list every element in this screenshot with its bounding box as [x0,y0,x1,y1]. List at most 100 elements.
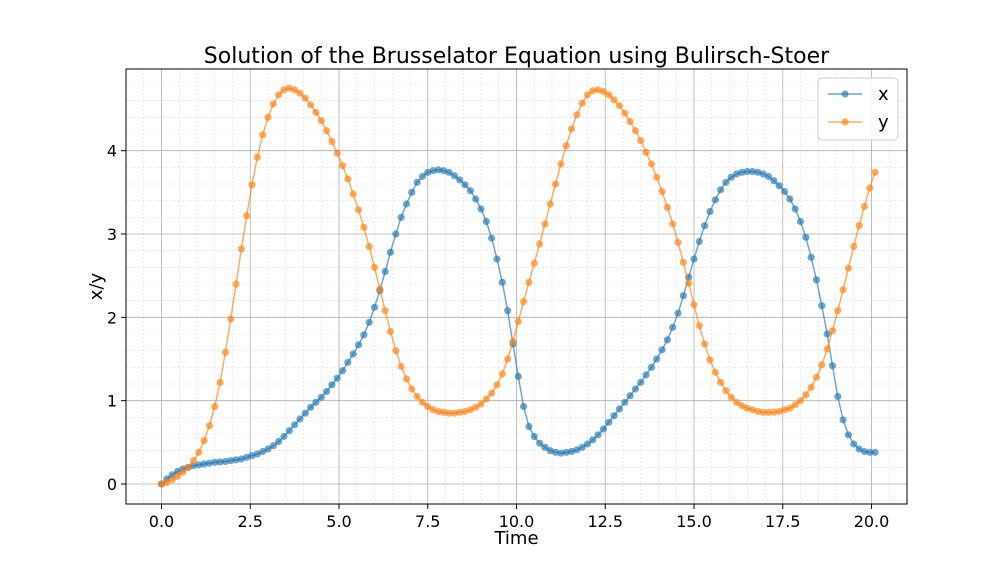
data-point-x [621,398,629,406]
data-point-x [381,267,389,276]
data-point-x [653,355,661,363]
data-point-y [434,407,442,416]
data-point-y [658,187,666,196]
data-point-x [450,172,458,180]
data-point-x [285,427,293,435]
data-point-y [573,111,581,119]
data-point-y [456,408,464,416]
data-point-x [818,302,826,310]
data-point-x [812,276,821,284]
data-point-y [482,395,490,403]
data-point-y [269,100,277,108]
data-point-y [807,383,815,391]
data-point-x [514,372,522,381]
data-point-x [802,233,810,241]
axis-ticks: 0.0 2.5 5.0 7.5 10.0 12.5 15.0 17.5 20.0 0 1 2 3 4 [107,142,890,531]
data-point-y [818,361,826,369]
y-tick-label: 3 [107,225,117,244]
data-point-x [402,200,411,208]
data-point-x [727,173,735,181]
data-point-x [472,195,480,203]
data-point-y [472,403,480,411]
x-tick-label: 2.5 [238,512,263,531]
data-point-y [759,408,767,416]
data-point-y [695,322,703,330]
data-point-y [184,463,192,471]
data-point-y [189,457,198,465]
x-tick-label: 17.5 [765,512,801,531]
data-point-x [461,181,469,189]
data-point-y [248,181,256,189]
data-point-y [637,137,645,145]
data-point-y [296,89,304,97]
data-point-x [642,371,650,379]
data-point-y [770,408,778,416]
data-point-x [493,255,501,263]
data-point-y [626,117,634,126]
data-point-y [610,96,618,104]
legend: xy [817,77,899,141]
data-point-y [338,162,347,170]
data-point-y [221,348,229,356]
data-point-y [317,117,325,125]
data-point-x [791,205,799,213]
data-point-y [264,113,272,121]
data-point-x [834,392,842,401]
data-point-y [227,315,235,323]
data-point-y [259,131,267,139]
data-point-x [429,167,437,175]
data-point-y [450,409,458,417]
data-point-x [535,439,544,447]
data-point-y [551,180,560,188]
data-point-x [658,346,666,354]
data-point-y [535,240,544,248]
data-point-y [498,370,506,378]
y-tick-label: 0 [107,475,117,494]
data-point-x [216,458,224,466]
data-point-y [844,264,853,272]
data-point-y [855,222,863,230]
data-point-x [722,178,730,186]
data-point-x [195,461,203,469]
data-point-y [237,245,245,253]
data-point-y [392,347,400,355]
data-point-x [466,187,474,195]
data-point-y [520,297,528,306]
data-point-x [578,443,586,451]
data-point-x [796,217,805,226]
data-point-y [397,362,405,371]
data-point-x [770,177,778,185]
data-point-x [386,248,395,256]
data-point-x [541,443,549,451]
data-point-y [812,373,821,381]
data-point-x [860,447,869,456]
data-point-y [860,202,869,211]
data-point-y [541,220,549,228]
data-point-x [307,403,315,411]
data-point-x [780,187,789,196]
data-point-y [360,223,368,231]
data-point-x [344,358,352,366]
y-tick-label: 2 [107,308,117,327]
y-axis-label: x/y [86,272,107,300]
x-tick-label: 20.0 [854,512,890,531]
data-point-x [370,303,379,311]
data-point-x [594,431,602,439]
data-point-x [338,367,347,375]
data-point-x [333,374,341,382]
x-tick-label: 10.0 [499,512,535,531]
x-tick-label: 5.0 [326,512,351,531]
data-point-x [205,459,214,467]
data-point-y [631,127,640,135]
data-point-x [844,431,853,439]
data-point-y [690,301,698,309]
data-point-y [275,91,283,99]
data-point-y [525,278,533,286]
data-point-x [456,176,464,184]
data-point-y [408,385,416,393]
data-point-x [354,341,363,349]
data-point-y [488,389,496,397]
data-point-x [610,412,618,420]
data-point-y [764,408,773,416]
data-point-y [669,220,677,228]
